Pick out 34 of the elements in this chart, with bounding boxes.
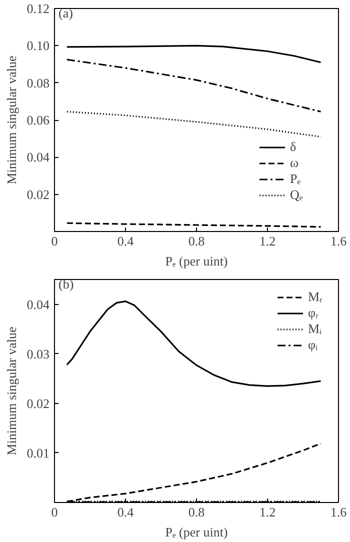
legend-label: Qₑ [290,187,304,203]
y-axis-title: Minimum singular value [4,56,19,184]
legend-label: δ [290,139,298,155]
y-axis-title: Minimum singular value [4,326,19,456]
legend-label: ω [290,155,300,171]
y-tick-label: 0.10 [26,38,50,54]
y-tick-label: 0.02 [26,186,50,202]
x-tick-label: 0.8 [188,234,205,248]
y-tick-label: 0.03 [26,346,50,362]
annotation: (a) [58,6,73,20]
x-tick-label: 0.8 [188,504,205,520]
y-tick-label: 0.02 [26,396,50,411]
x-tick-label: 1.2 [259,504,276,520]
y-tick-label: 0.12 [26,1,50,16]
x-tick-label: 0 [51,234,58,248]
x-tick-label: 1.2 [259,234,276,248]
y-tick-label: 0.06 [26,112,50,128]
x-axis-title: Pₑ (per uint) [165,524,228,540]
legend-label: Mᵣ [308,289,324,305]
y-tick-label: 0.08 [26,75,50,90]
legend-label: Pₑ [290,171,302,187]
legend-label: φᵣ [308,305,320,321]
x-tick-label: 0.4 [117,504,134,520]
y-tick-label: 0.01 [26,445,50,460]
x-tick-label: 1.6 [330,504,348,520]
legend-label: Mᵢ [308,321,323,337]
x-tick-label: 1.6 [330,234,348,248]
annotation: (b) [58,276,74,292]
legend-label: φᵢ [308,337,319,353]
x-axis-title: Pₑ (per uint) [165,254,228,268]
y-tick-label: 0.04 [26,150,50,165]
x-tick-label: 0 [51,504,58,520]
y-tick-label: 0.04 [26,296,50,312]
x-tick-label: 0.4 [117,234,134,248]
